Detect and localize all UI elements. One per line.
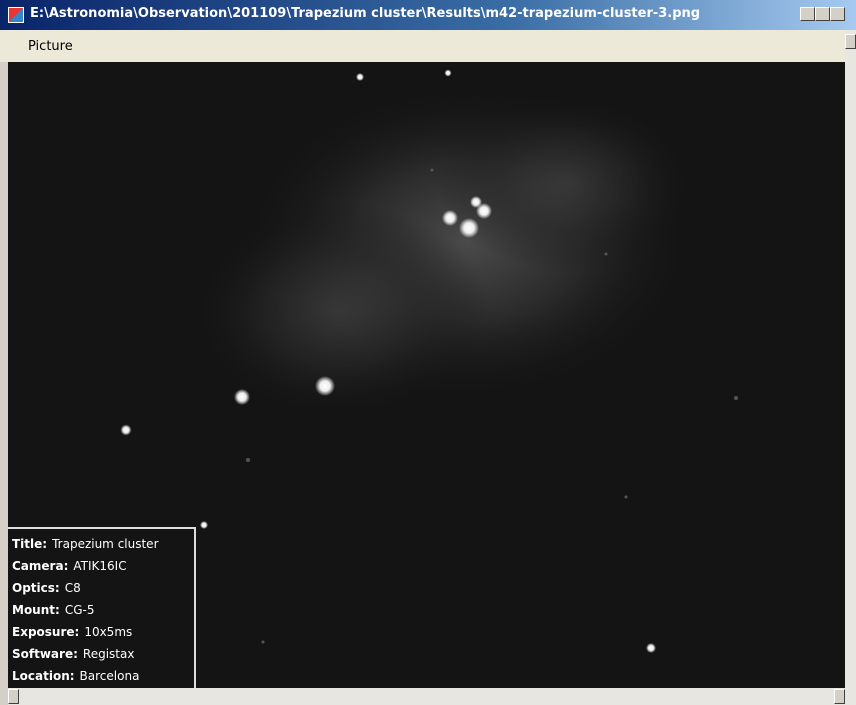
horizontal-scrollbar[interactable] <box>8 688 856 705</box>
info-value: ATIK16IC <box>73 559 126 573</box>
info-label: Optics: <box>12 581 60 595</box>
app-icon <box>8 7 24 23</box>
info-value: Barcelona <box>80 669 140 683</box>
info-label: Title: <box>12 537 47 551</box>
nebula <box>188 202 488 422</box>
info-row: Mount: CG-5 <box>12 599 194 621</box>
info-row: Title: Trapezium cluster <box>12 533 194 555</box>
vertical-scrollbar[interactable] <box>845 30 856 688</box>
info-box: Title: Trapezium cluster Camera: ATIK16IC Op… <box>8 527 196 688</box>
info-label: Exposure: <box>12 625 79 639</box>
info-value: Trapezium cluster <box>52 537 158 551</box>
app-window: E:\Astronomia\Observation\201109\Trapezi… <box>0 0 856 705</box>
info-value: Registax <box>83 647 135 661</box>
menu-bar: Picture <box>0 30 845 62</box>
scroll-right-button[interactable] <box>834 689 845 704</box>
title-bar: E:\Astronomia\Observation\201109\Trapezi… <box>0 0 856 30</box>
scroll-left-button[interactable] <box>8 689 19 704</box>
window-title: E:\Astronomia\Observation\201109\Trapezi… <box>30 6 700 21</box>
info-label: Location: <box>12 669 75 683</box>
maximize-button[interactable] <box>815 7 830 21</box>
info-row: Camera: ATIK16IC <box>12 555 194 577</box>
info-label: Mount: <box>12 603 60 617</box>
scroll-up-button[interactable] <box>845 34 856 49</box>
nebula <box>438 92 698 272</box>
info-value: CG-5 <box>65 603 95 617</box>
close-button[interactable] <box>830 7 845 21</box>
menu-item[interactable]: Picture <box>28 39 73 54</box>
info-row: Software: Registax <box>12 643 194 665</box>
minimize-button[interactable] <box>800 7 815 21</box>
info-row: Optics: C8 <box>12 577 194 599</box>
info-row: Location: Barcelona <box>12 665 194 687</box>
info-value: 10x5ms <box>84 625 132 639</box>
info-value: C8 <box>65 581 81 595</box>
info-row: Exposure: 10x5ms <box>12 621 194 643</box>
info-label: Camera: <box>12 559 68 573</box>
info-label: Software: <box>12 647 78 661</box>
